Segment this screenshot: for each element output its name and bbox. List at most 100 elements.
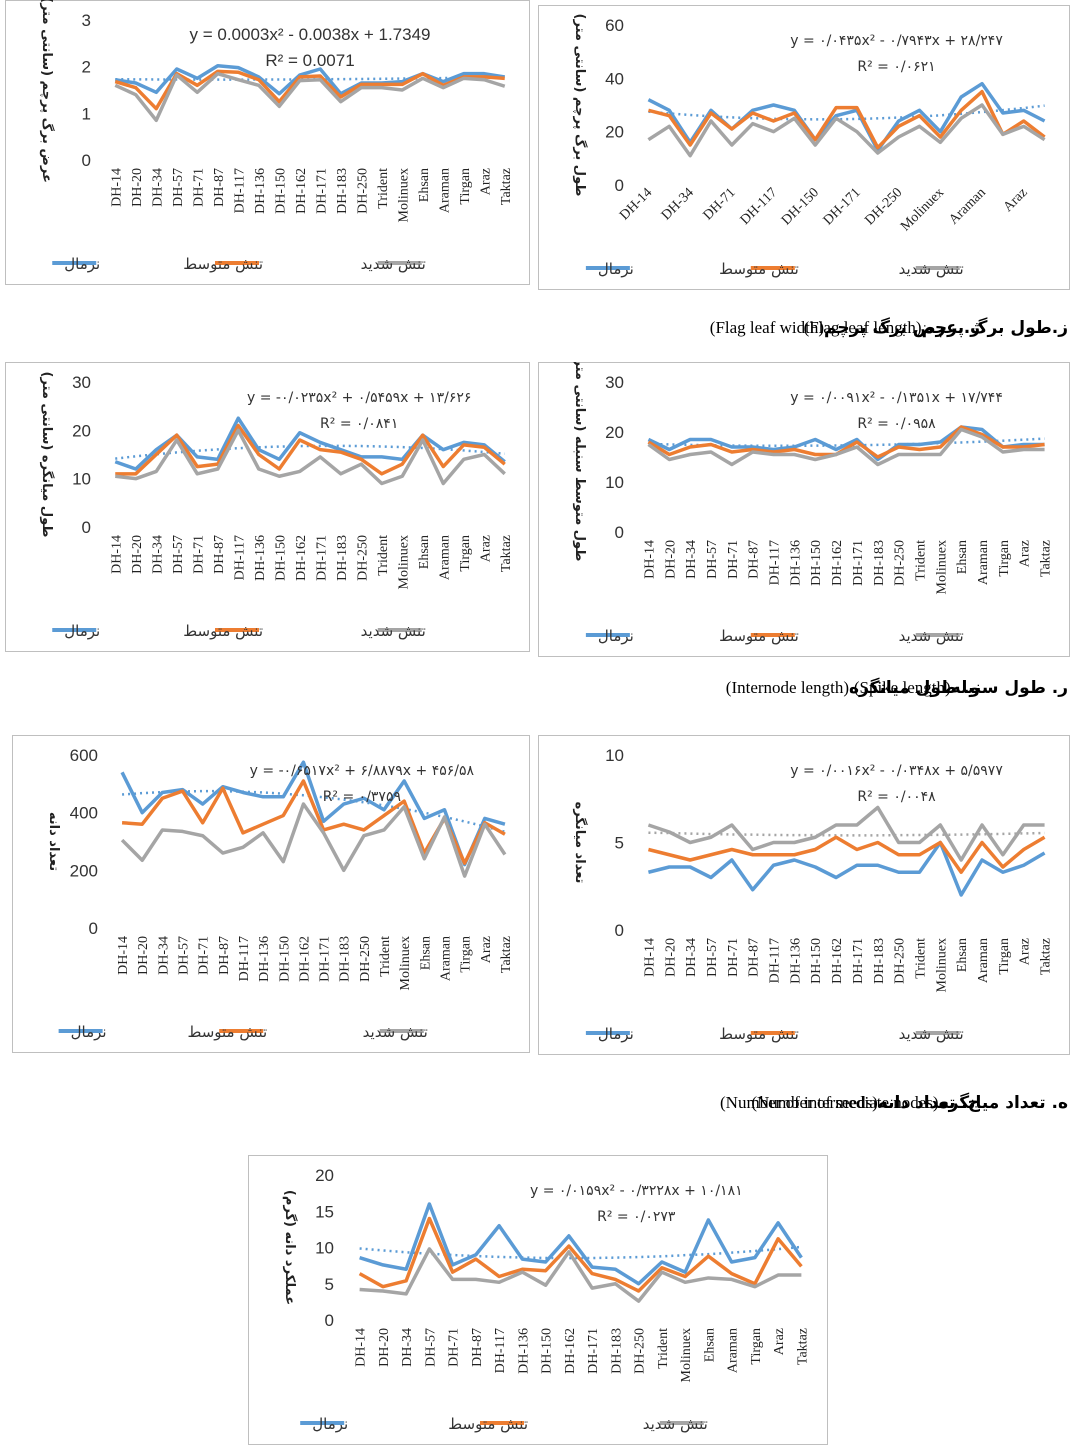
legend-label: تنش متوسط: [187, 1023, 267, 1041]
x-tick-label: DH-117: [768, 938, 783, 983]
y-tick-label: 0: [615, 921, 624, 940]
x-tick-label: Tirgan: [458, 535, 473, 572]
y-tick-label: 5: [615, 834, 624, 853]
x-tick-label: Trident: [913, 540, 928, 581]
y-tick-label: 0: [82, 151, 91, 170]
legend-label: تنش متوسط: [448, 1415, 528, 1433]
trend-equation: y = ۰/۰۰۱۶x² - ۰/۰۳۴۸x + ۵/۵۹۷۷: [790, 763, 1003, 779]
x-tick-label: Tirgan: [997, 540, 1012, 577]
series-line: [647, 835, 1046, 874]
chart: 0 10 20 30 طول میانگره (سانتی متر) DH-14 DH-20…: [5, 362, 530, 652]
x-tick-label: DH-57: [423, 1328, 438, 1367]
y-tick-label: 3: [82, 11, 91, 30]
x-tick-label: Taktaz: [499, 936, 514, 973]
x-tick-label: DH-183: [335, 535, 350, 581]
x-tick-label: DH-87: [212, 535, 227, 574]
x-tick-label: DH-250: [355, 535, 370, 581]
x-tick-label: DH-117: [237, 936, 252, 981]
y-tick-label: 10: [605, 746, 624, 765]
x-tick-label: DH-162: [830, 540, 845, 586]
caption-fa: و. طول میانگره: [848, 678, 980, 698]
x-tick-label: Molinuex: [398, 936, 413, 990]
r-squared: R² = ۰/۰۰۴۸: [857, 789, 936, 805]
x-tick-label: Araz: [772, 1328, 787, 1355]
x-tick-label: DH-20: [130, 168, 145, 207]
legend-label: تنش متوسط: [719, 260, 799, 278]
legend-label: تنش شدید: [363, 1023, 428, 1041]
chart-border: [12, 735, 530, 1053]
caption-fa: ج. تعداد دانه: [877, 1093, 980, 1113]
x-tick-label: DH-150: [273, 168, 288, 214]
y-tick-label: 0: [325, 1311, 334, 1330]
x-tick-label: DH-136: [516, 1328, 531, 1374]
x-tick-label: DH-34: [684, 938, 699, 977]
x-tick-label: DH-183: [872, 938, 887, 984]
y-axis-title: طول متوسط سنبله (سانتی متر): [572, 362, 587, 561]
caption-fa: ر. طول سنبله: [950, 678, 1068, 698]
x-tick-label: DH-14: [109, 168, 124, 207]
r-squared: R² = ۰/۰۸۴۱: [320, 416, 398, 432]
x-tick-label: Taktaz: [1039, 540, 1054, 577]
y-tick-label: 20: [315, 1166, 334, 1185]
x-tick-label: Ehsan: [417, 168, 432, 202]
x-tick-label: DH-57: [177, 936, 192, 975]
series-line: [359, 1202, 803, 1286]
chart: 0 5 10 15 20 عملکرد دانه (گرم) DH-14 DH-20 DH-34…: [248, 1155, 828, 1445]
x-tick-label: Araz: [1018, 938, 1033, 965]
series-line: [359, 1247, 802, 1303]
x-tick-label: DH-150: [809, 938, 824, 984]
x-tick-label: DH-162: [297, 936, 312, 982]
x-tick-label: DH-171: [586, 1328, 601, 1374]
x-tick-label: Taktaz: [499, 168, 514, 205]
series-line: [647, 427, 1045, 467]
x-tick-label: DH-14: [116, 936, 131, 975]
x-tick-label: Araman: [726, 1328, 741, 1373]
legend-label: تنش شدید: [361, 622, 426, 640]
x-tick-label: DH-117: [493, 1328, 508, 1373]
x-tick-label: DH-87: [747, 938, 762, 977]
caption-en: (Spike length): [853, 678, 951, 697]
legend-label: تنش متوسط: [183, 622, 263, 640]
x-tick-label: DH-71: [726, 540, 741, 579]
series-line: [647, 103, 1046, 158]
x-tick-label: DH-250: [355, 168, 370, 214]
x-tick-label: Araman: [438, 936, 453, 981]
y-axis-title: طول میانگره (سانتی متر): [39, 371, 55, 537]
caption-en: (Flag leaf width): [709, 318, 825, 337]
x-tick-label: Trident: [378, 936, 393, 977]
x-tick-label: DH-34: [684, 540, 699, 579]
legend-label: تنش متوسط: [719, 627, 799, 645]
x-tick-label: Ehsan: [702, 1328, 717, 1362]
x-tick-label: DH-171: [314, 535, 329, 581]
x-tick-label: DH-162: [563, 1328, 578, 1374]
legend-label: تنش شدید: [361, 255, 426, 273]
x-tick-label: Trident: [376, 168, 391, 209]
y-tick-label: 20: [72, 421, 91, 440]
caption-fa: ه. تعداد میانگره: [938, 1093, 1068, 1113]
x-tick-label: Trident: [656, 1328, 671, 1369]
x-tick-label: DH-57: [705, 540, 720, 579]
y-tick-label: 10: [72, 470, 91, 489]
series-line: [358, 1216, 803, 1293]
y-tick-label: 0: [615, 523, 624, 542]
legend-label: نرمال: [312, 1415, 348, 1433]
x-tick-label: Araman: [976, 540, 991, 585]
x-tick-label: DH-150: [277, 936, 292, 982]
x-tick-label: DH-171: [851, 938, 866, 984]
x-tick-label: Ehsan: [955, 540, 970, 574]
x-tick-label: DH-34: [400, 1328, 415, 1367]
x-tick-label: Taktaz: [1039, 938, 1054, 975]
x-tick-label: Araman: [437, 168, 452, 213]
x-tick-label: Molinuex: [396, 168, 411, 222]
legend-label: نرمال: [598, 627, 634, 645]
chart-border: [538, 362, 1070, 657]
x-tick-label: DH-136: [253, 535, 268, 581]
x-tick-label: Araman: [976, 938, 991, 983]
x-tick-label: Araz: [1018, 540, 1033, 567]
y-axis-title: عملکرد دانه (گرم): [282, 1190, 298, 1305]
x-tick-label: DH-183: [872, 540, 887, 586]
x-tick-label: DH-57: [705, 938, 720, 977]
caption-en: (Number of intermediate nodes): [720, 1093, 939, 1112]
x-tick-label: DH-20: [663, 938, 678, 977]
y-tick-label: 0: [89, 919, 98, 938]
